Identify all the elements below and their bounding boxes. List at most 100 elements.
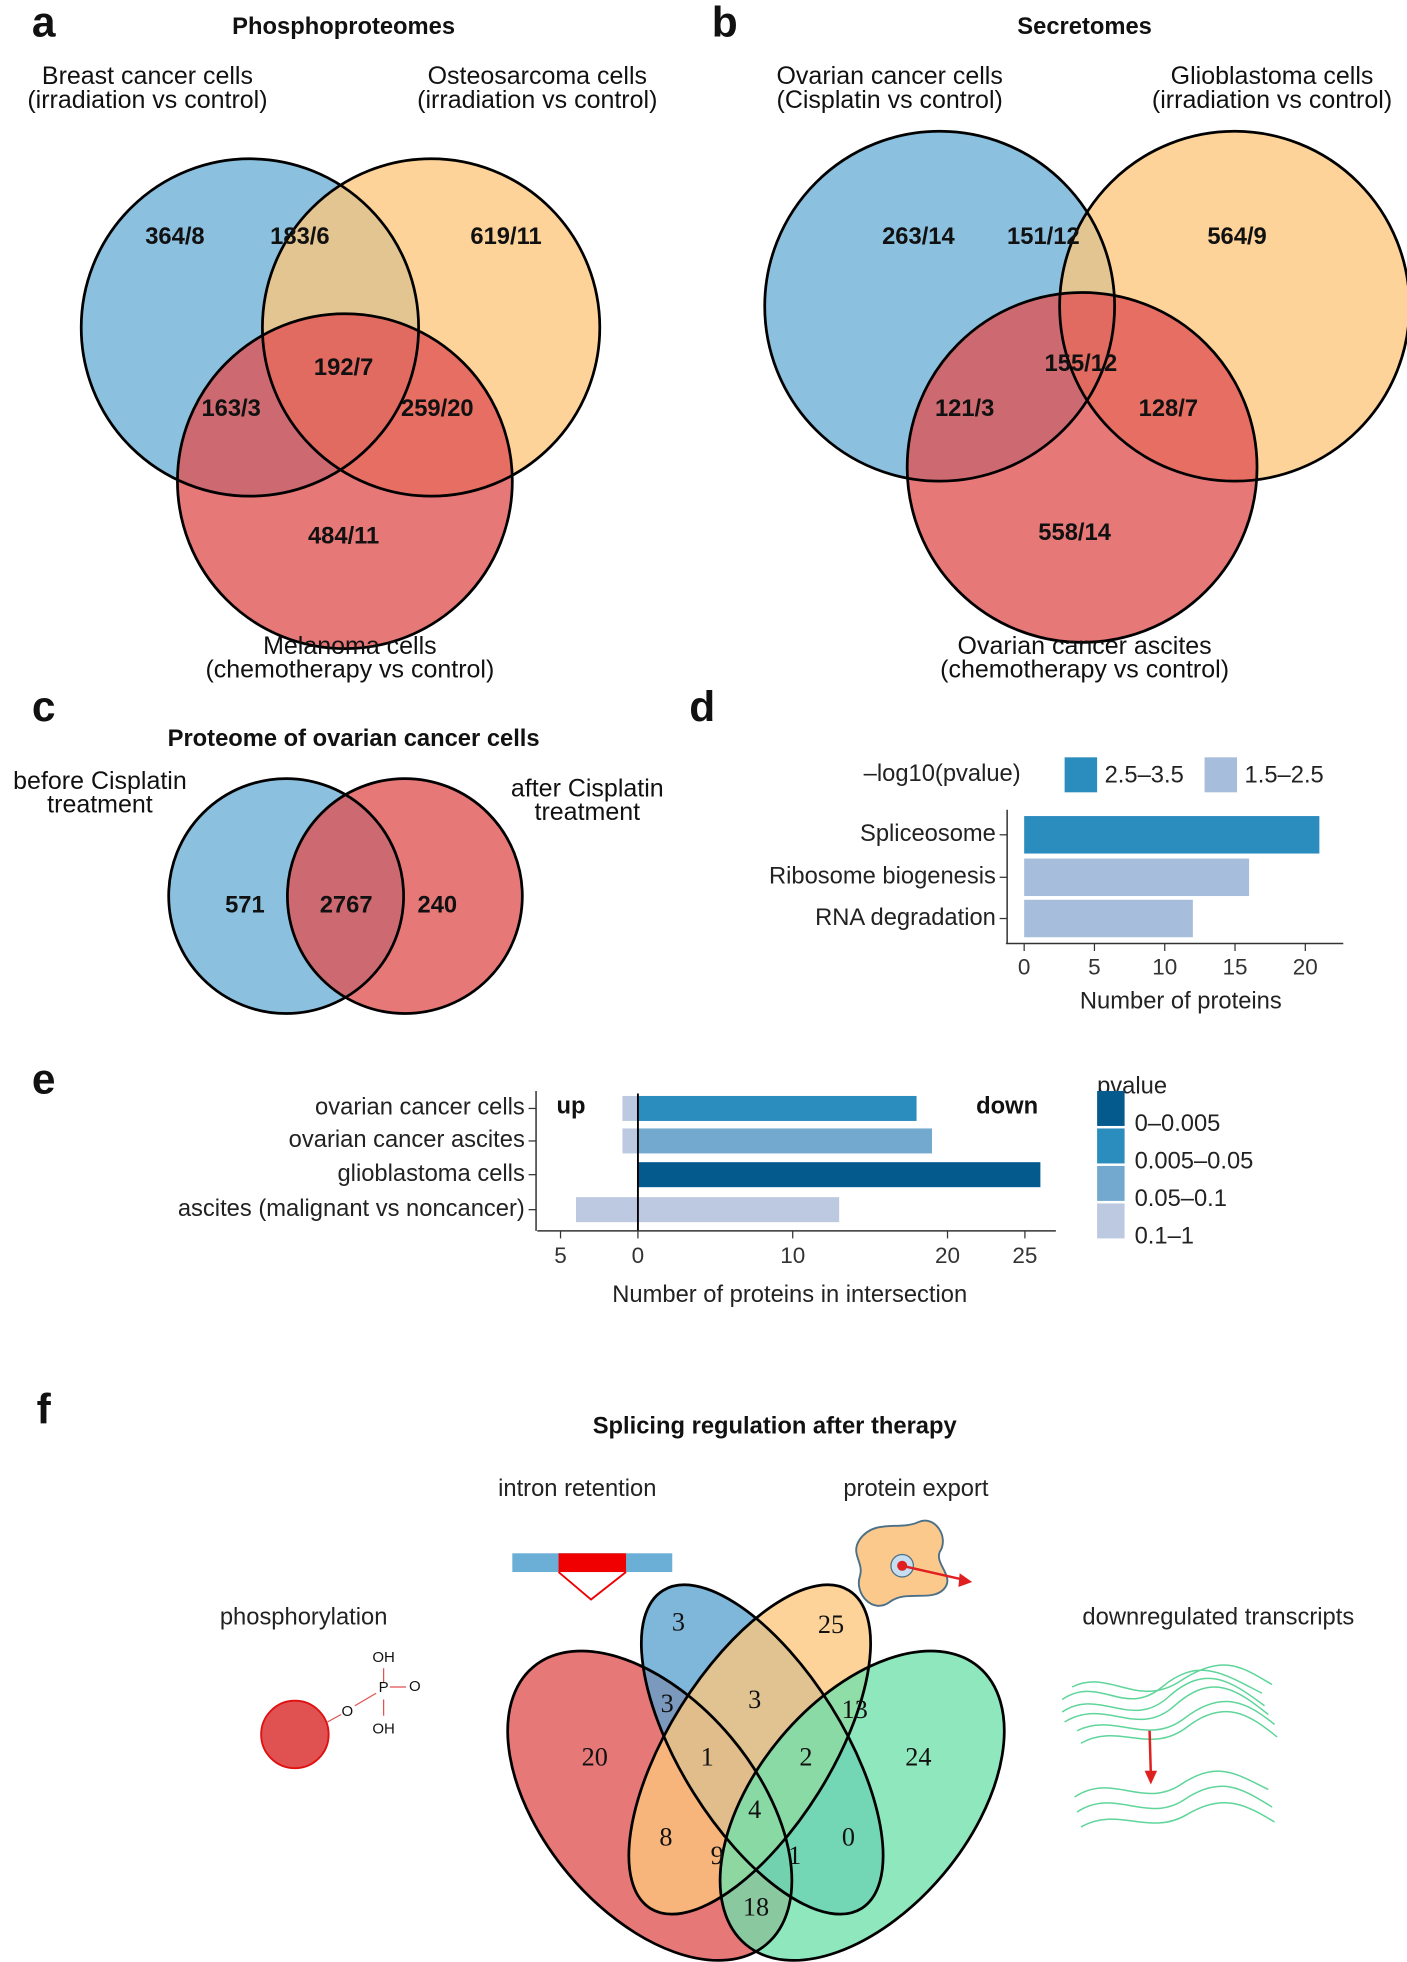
region-label: 364/8 — [145, 224, 204, 250]
venn-outline — [286, 777, 524, 1015]
region-label: 259/20 — [401, 396, 474, 422]
region-label: 128/7 — [1139, 396, 1198, 422]
set-name: phosphorylation — [220, 1605, 388, 1631]
set-name: (irradiation vs control) — [417, 86, 657, 114]
x-tick-label: 5 — [554, 1243, 567, 1268]
x-axis-label: Number of proteins in intersection — [612, 1282, 967, 1308]
region-label: 1 — [788, 1841, 801, 1870]
legend-label: 0.1–1 — [1135, 1223, 1194, 1249]
venn-set — [628, 1584, 871, 1915]
phospho-icon: O P OH O OH — [260, 1649, 421, 1770]
x-axis-label: Number of proteins — [1080, 989, 1282, 1015]
set-name: protein export — [843, 1476, 989, 1502]
legend-label: 0.05–0.1 — [1135, 1186, 1227, 1212]
svg-text:O: O — [409, 1678, 421, 1695]
set-name: (chemotherapy vs control) — [940, 656, 1229, 684]
bar — [576, 1197, 638, 1223]
bar — [1024, 899, 1193, 938]
region-label: 2767 — [320, 892, 373, 918]
region-label: 619/11 — [470, 224, 541, 250]
set-name: (chemotherapy vs control) — [205, 656, 494, 684]
region-label: 3 — [672, 1608, 685, 1637]
category-label: glioblastoma cells — [337, 1161, 524, 1187]
set-name: intron retention — [498, 1476, 656, 1502]
bar — [622, 1095, 638, 1121]
legend-label: 0–0.005 — [1135, 1111, 1221, 1137]
set-name: Ovarian cancer cells — [777, 62, 1003, 90]
category-label: RNA degradation — [815, 905, 996, 931]
set-name: before Cisplatin — [13, 767, 187, 795]
svg-text:OH: OH — [372, 1720, 394, 1737]
set-name: Ovarian cancer ascites — [958, 632, 1212, 660]
legend-swatch — [1204, 757, 1238, 793]
region-label: 564/9 — [1207, 224, 1266, 250]
region-label: 151/12 — [1007, 224, 1080, 250]
venn-outline — [763, 129, 1116, 483]
region-label: 3 — [661, 1689, 674, 1718]
x-tick-label: 25 — [1012, 1243, 1037, 1268]
set-name: (irradiation vs control) — [27, 86, 267, 114]
region-label: 163/3 — [201, 396, 260, 422]
x-tick-label: 10 — [780, 1243, 805, 1268]
region-label: 121/3 — [935, 396, 994, 422]
region-label: 18 — [743, 1892, 769, 1921]
region-label: 155/12 — [1045, 351, 1118, 377]
set-name: treatment — [47, 791, 153, 819]
x-tick-label: 5 — [1088, 954, 1101, 979]
legend-swatch — [1097, 1203, 1125, 1239]
category-label: ovarian cancer ascites — [289, 1127, 525, 1153]
set-name: Breast cancer cells — [42, 62, 253, 90]
region-label: 13 — [842, 1695, 868, 1724]
venn-outline — [639, 1583, 885, 1916]
x-tick-label: 15 — [1223, 954, 1248, 979]
legend-label: 2.5–3.5 — [1105, 762, 1184, 788]
venn-outline — [79, 157, 420, 498]
legend-title: –log10(pvalue) — [864, 761, 1021, 787]
region-label: 4 — [748, 1795, 761, 1824]
venn-outline — [1058, 129, 1407, 483]
bar — [1024, 858, 1250, 897]
legend-swatch — [1097, 1165, 1125, 1201]
venn-outline — [506, 1649, 794, 1962]
panel-letter: c — [32, 684, 56, 731]
region-label: 3 — [748, 1685, 761, 1714]
venn-set — [907, 292, 1258, 643]
legend-swatch — [1064, 757, 1098, 793]
x-tick-label: 0 — [632, 1243, 645, 1268]
svg-text:O: O — [342, 1703, 354, 1720]
panel-letter: a — [32, 0, 56, 46]
region-label: 20 — [582, 1742, 608, 1771]
legend-swatch — [1097, 1090, 1125, 1126]
venn-outline — [718, 1649, 1006, 1962]
panel-title: Secretomes — [1017, 14, 1152, 40]
bar — [1024, 816, 1320, 854]
set-name: treatment — [535, 798, 641, 826]
intron-icon — [512, 1553, 673, 1601]
x-tick-label: 10 — [1152, 954, 1177, 979]
series-label: down — [976, 1093, 1038, 1119]
bar — [637, 1197, 840, 1223]
region-label: 8 — [659, 1822, 672, 1851]
region-label: 9 — [711, 1841, 724, 1870]
set-name: Melanoma cells — [263, 632, 437, 660]
category-label: Ribosome biogenesis — [769, 864, 996, 890]
set-name: downregulated transcripts — [1082, 1605, 1354, 1631]
bar — [622, 1128, 638, 1154]
bar — [637, 1095, 917, 1121]
svg-text:P: P — [379, 1679, 389, 1696]
region-label: 192/7 — [314, 355, 373, 381]
set-name: Glioblastoma cells — [1171, 62, 1374, 90]
svg-text:OH: OH — [372, 1649, 394, 1666]
region-label: 558/14 — [1038, 520, 1111, 546]
set-name: after Cisplatin — [511, 774, 664, 802]
region-label: 24 — [905, 1742, 931, 1771]
panel-letter: e — [32, 1056, 56, 1103]
region-label: 0 — [842, 1822, 855, 1851]
panel-title: Splicing regulation after therapy — [593, 1413, 958, 1439]
x-tick-label: 0 — [1018, 954, 1031, 979]
region-label: 183/6 — [270, 224, 329, 250]
panel-title: Phosphoproteomes — [232, 14, 455, 40]
venn-outline — [905, 291, 1259, 644]
x-tick-label: 20 — [1293, 954, 1318, 979]
